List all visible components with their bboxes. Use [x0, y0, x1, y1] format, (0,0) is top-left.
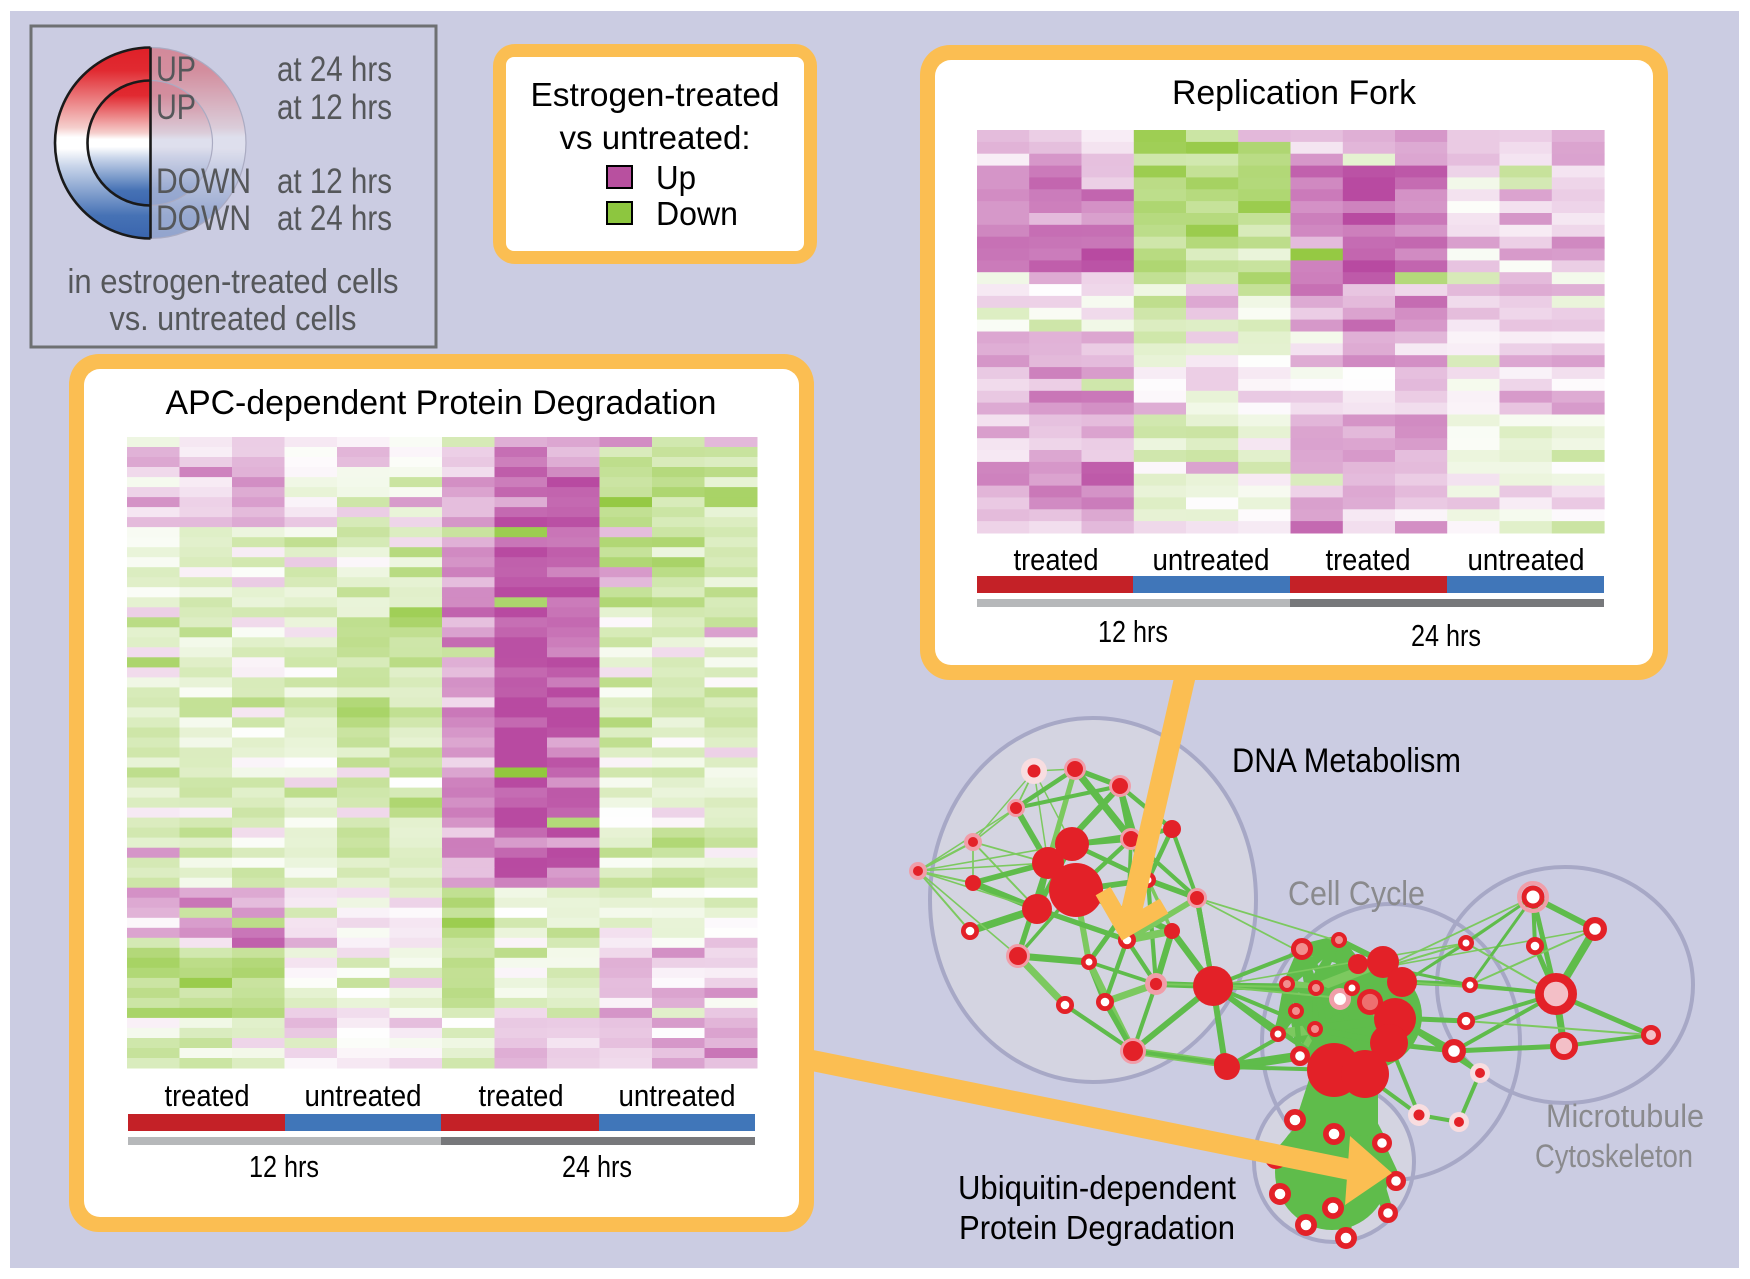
svg-text:vs. untreated cells: vs. untreated cells	[110, 300, 357, 338]
svg-text:treated: treated	[165, 1078, 250, 1113]
svg-text:24 hrs: 24 hrs	[562, 1149, 632, 1184]
svg-text:at 24 hrs: at 24 hrs	[277, 50, 392, 89]
svg-text:24 hrs: 24 hrs	[1411, 618, 1481, 653]
svg-text:vs untreated:: vs untreated:	[560, 119, 751, 156]
svg-text:untreated: untreated	[1153, 542, 1270, 577]
svg-text:Up: Up	[656, 159, 696, 196]
svg-text:Cell Cycle: Cell Cycle	[1288, 875, 1425, 913]
svg-text:DNA Metabolism: DNA Metabolism	[1232, 742, 1461, 780]
svg-text:treated: treated	[479, 1078, 564, 1113]
svg-text:12 hrs: 12 hrs	[1098, 614, 1168, 649]
svg-text:at 12 hrs: at 12 hrs	[277, 88, 392, 127]
svg-text:DOWN: DOWN	[156, 162, 251, 201]
svg-text:Ubiquitin-dependent: Ubiquitin-dependent	[958, 1169, 1236, 1206]
svg-text:untreated: untreated	[305, 1078, 422, 1113]
svg-text:in estrogen-treated cells: in estrogen-treated cells	[68, 263, 399, 301]
svg-text:UP: UP	[156, 88, 196, 127]
svg-text:Down: Down	[656, 195, 738, 232]
svg-text:Cytoskeleton: Cytoskeleton	[1535, 1138, 1693, 1174]
svg-text:Microtubule: Microtubule	[1546, 1098, 1704, 1134]
svg-text:treated: treated	[1326, 542, 1411, 577]
svg-text:DOWN: DOWN	[156, 199, 251, 238]
svg-text:treated: treated	[1014, 542, 1099, 577]
svg-text:Estrogen-treated: Estrogen-treated	[531, 76, 780, 113]
svg-text:APC-dependent Protein Degradat: APC-dependent Protein Degradation	[166, 384, 717, 422]
svg-text:at 12 hrs: at 12 hrs	[277, 162, 392, 201]
svg-text:at 24 hrs: at 24 hrs	[277, 199, 392, 238]
svg-text:untreated: untreated	[619, 1078, 736, 1113]
svg-text:Protein Degradation: Protein Degradation	[959, 1209, 1235, 1246]
svg-text:UP: UP	[156, 50, 196, 89]
svg-text:untreated: untreated	[1468, 542, 1585, 577]
svg-text:12 hrs: 12 hrs	[249, 1149, 319, 1184]
svg-text:Replication Fork: Replication Fork	[1172, 74, 1417, 112]
